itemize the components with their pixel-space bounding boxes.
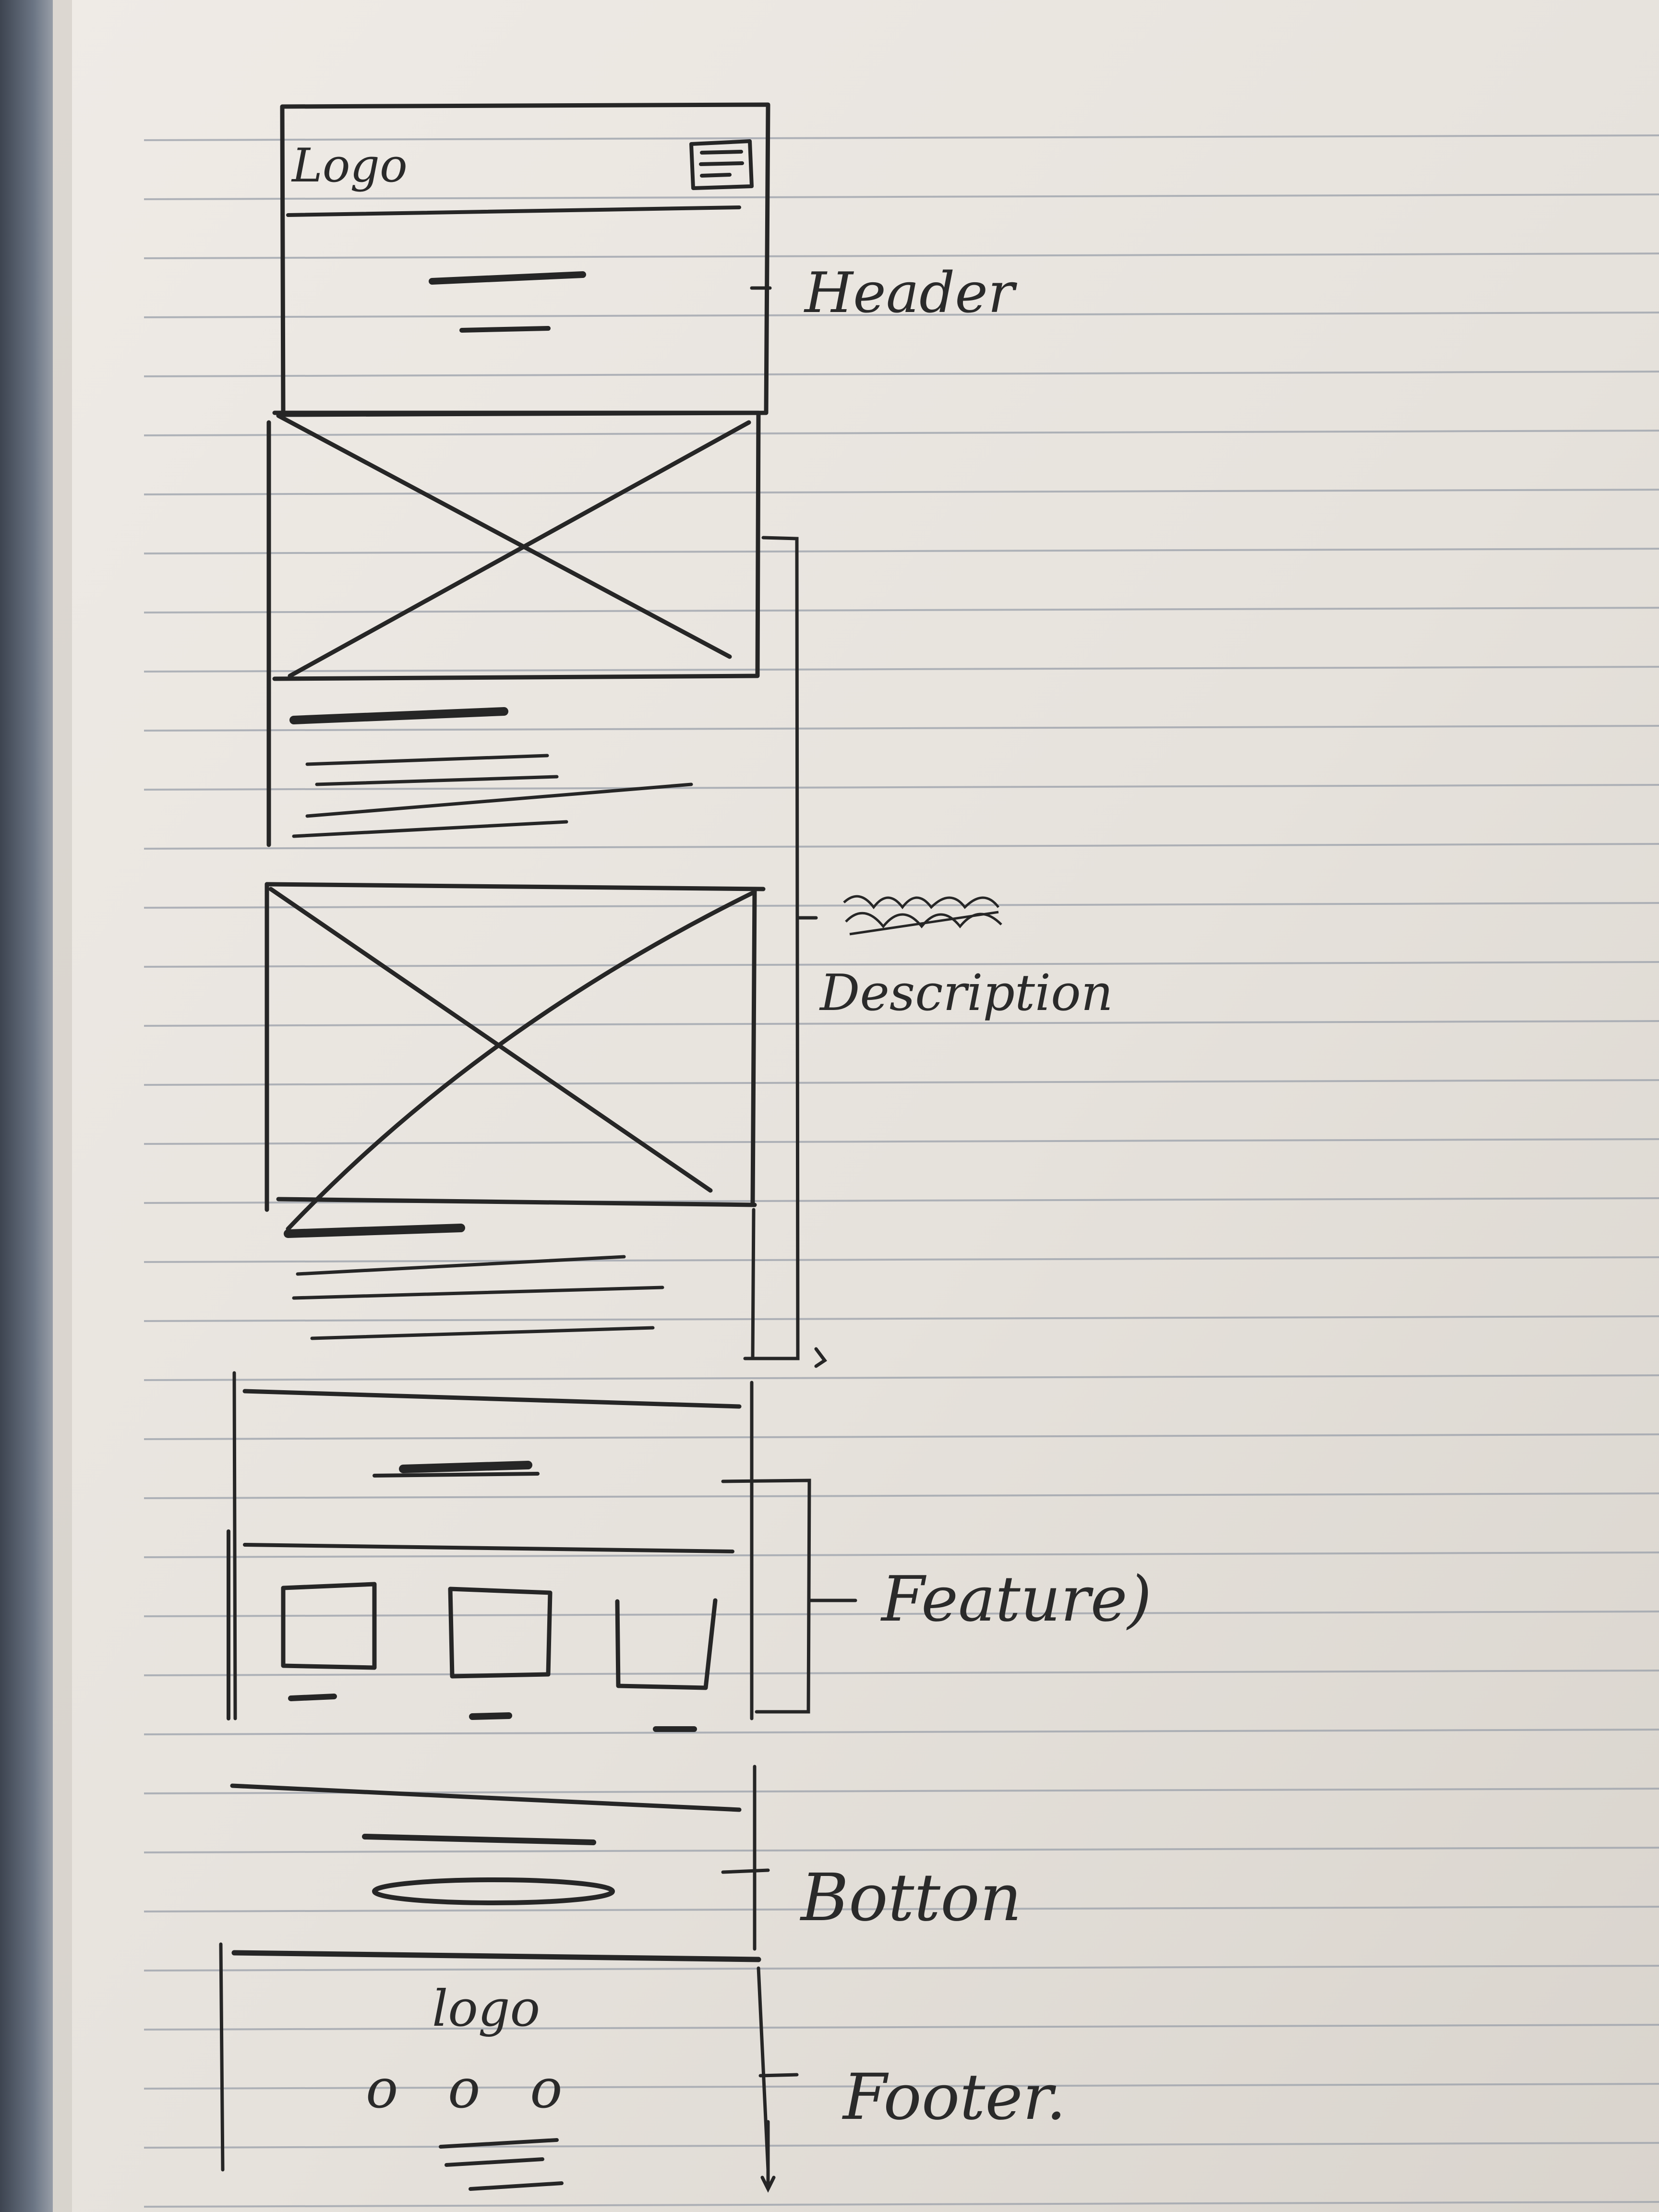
feature-item-1 — [281, 1582, 377, 1701]
ruled-line — [144, 1670, 1659, 1676]
ruled-line — [144, 1729, 1659, 1735]
ruled-line — [144, 1315, 1659, 1322]
ruled-line — [144, 725, 1659, 732]
label-footer: Footer. — [842, 2060, 1066, 2134]
ruled-line — [144, 252, 1659, 259]
ruled-line — [144, 1611, 1659, 1617]
ruled-line — [144, 1374, 1659, 1381]
ruled-line — [144, 1256, 1659, 1263]
header-title-placeholder — [429, 271, 586, 285]
social-icons-circles: o o o — [366, 2058, 579, 2120]
ruled-line — [144, 607, 1659, 613]
header-subtitle-placeholder — [459, 326, 551, 333]
phone-logo-text: Logo — [291, 139, 408, 192]
annotation-labels: Header Description Feature) Botton Foote… — [799, 261, 1152, 2134]
label-button: Botton — [799, 1860, 1022, 1936]
features-bracket — [721, 1479, 811, 1714]
feature-item-2 — [448, 1587, 553, 1720]
image-placeholder-1 — [266, 410, 761, 847]
button-title-placeholder — [362, 1834, 596, 1845]
footer-arrow — [760, 2120, 776, 2193]
ruled-line — [144, 1847, 1659, 1853]
annotation-brackets — [721, 286, 857, 2193]
button-tick — [721, 1868, 770, 1874]
label-features: Feature) — [880, 1563, 1152, 1635]
ruled-line — [144, 548, 1659, 554]
description-bracket — [743, 536, 828, 1368]
ruled-line — [144, 666, 1659, 673]
ruled-line — [144, 2024, 1659, 2031]
ruled-line — [144, 1020, 1659, 1027]
features-title-placeholder — [399, 1461, 532, 1473]
feature-item-3 — [615, 1598, 718, 1732]
ruled-line — [144, 193, 1659, 200]
ruled-line — [144, 489, 1659, 495]
ruled-line — [144, 430, 1659, 436]
ruled-line — [144, 1433, 1659, 1440]
ruled-line — [144, 961, 1659, 968]
ruled-line — [144, 1138, 1659, 1145]
description-block-1 — [266, 410, 761, 847]
ruled-line — [144, 1965, 1659, 1972]
ruled-line — [144, 1906, 1659, 1912]
header-section: Logo — [280, 102, 770, 417]
hamburger-menu-icon[interactable] — [689, 139, 754, 190]
paper-margin-shadow — [53, 0, 72, 2212]
label-header: Header — [804, 261, 1018, 325]
paper-sheet — [53, 0, 1659, 2212]
cta-button-placeholder[interactable] — [372, 1877, 615, 1905]
description-block-2 — [264, 882, 766, 1360]
ruled-line — [144, 1551, 1659, 1558]
ruled-line — [144, 2083, 1659, 2090]
ruled-line — [144, 1492, 1659, 1499]
footer-logo-text: logo — [432, 1979, 540, 2038]
features-section — [227, 1371, 754, 1732]
ruled-line — [144, 2142, 1659, 2149]
image-placeholder-2 — [264, 882, 766, 1231]
ruled-line — [144, 784, 1659, 791]
ruled-line — [144, 134, 1659, 141]
ruled-line — [144, 371, 1659, 377]
ruled-line — [144, 843, 1659, 850]
button-section — [230, 1765, 761, 1962]
ruled-line — [144, 1079, 1659, 1086]
phone-wireframe: Logo — [219, 102, 770, 2191]
ruled-lines — [144, 134, 1659, 2208]
footer-tick — [758, 2073, 799, 2078]
footer-section: logo o o o — [219, 1942, 770, 2191]
ruled-line — [144, 2201, 1659, 2208]
label-description: Description — [819, 963, 1113, 1022]
ruled-line — [144, 312, 1659, 318]
scribbled-out-word — [843, 895, 1002, 936]
